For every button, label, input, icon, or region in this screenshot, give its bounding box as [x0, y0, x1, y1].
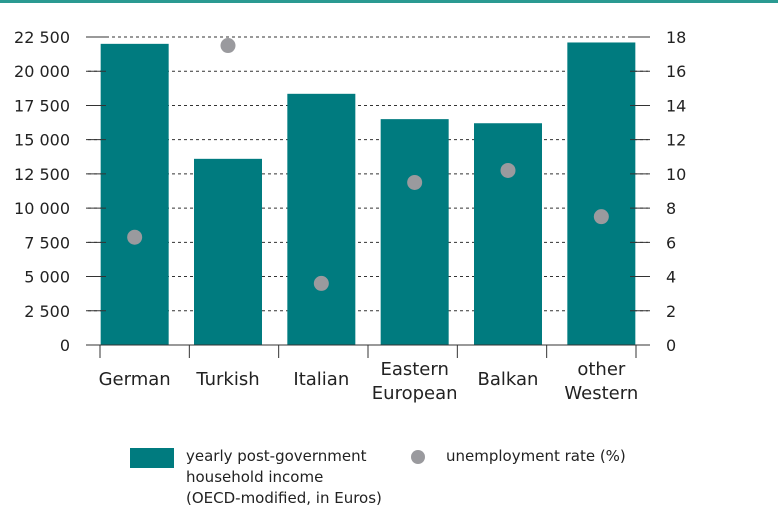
category-label: Turkish — [195, 369, 259, 390]
category-label: German — [99, 369, 171, 390]
right-tick-label: 14 — [666, 96, 686, 115]
grid-lines — [88, 36, 648, 312]
right-tick-label: 8 — [666, 199, 676, 218]
bars — [100, 42, 636, 346]
legend-label-unemployment: unemployment rate (%) — [446, 447, 626, 465]
scatter-points — [127, 38, 609, 291]
scatter-point — [500, 162, 516, 178]
legend-income-line: household income — [186, 468, 324, 486]
left-tick-label: 22 500 — [14, 28, 70, 47]
scatter-point — [220, 38, 236, 54]
category-label: other — [577, 359, 626, 380]
left-tick-label: 20 000 — [14, 62, 70, 81]
right-tick-label: 18 — [666, 28, 686, 47]
axes — [86, 36, 650, 358]
bar-chart: 0 0 2 500 2 5 000 4 7 500 6 10 000 8 12 500 10 15 00… — [0, 0, 778, 404]
legend-income-line: (OECD-modified, in Euros) — [186, 489, 382, 507]
left-tick-label: 7 500 — [24, 233, 70, 252]
left-tick-label: 10 000 — [14, 199, 70, 218]
left-tick-label: 0 — [60, 336, 70, 355]
right-tick-label: 12 — [666, 131, 686, 150]
bar — [194, 158, 262, 345]
right-tick-label: 2 — [666, 302, 676, 321]
category-label: Balkan — [478, 369, 539, 390]
legend: yearly post-government household income … — [0, 446, 778, 509]
bar — [474, 123, 542, 346]
left-tick-label: 5 000 — [24, 268, 70, 287]
scatter-point — [313, 275, 329, 291]
left-tick-label: 12 500 — [14, 165, 70, 184]
bar — [287, 93, 356, 345]
right-tick-label: 0 — [666, 336, 676, 355]
legend-income-line: yearly post-government — [186, 447, 367, 465]
right-tick-label: 10 — [666, 165, 686, 184]
bar — [567, 42, 636, 345]
right-tick-label: 16 — [666, 62, 686, 81]
scatter-point — [407, 174, 423, 190]
category-label: Eastern — [380, 359, 448, 380]
scatter-point — [127, 229, 143, 245]
left-tick-label: 17 500 — [14, 96, 70, 115]
right-tick-label: 4 — [666, 268, 676, 287]
legend-marker-unemployment — [411, 450, 425, 464]
legend-label-income: yearly post-government household income … — [186, 446, 391, 509]
legend-swatch-income — [130, 448, 174, 468]
right-tick-label: 6 — [666, 233, 676, 252]
category-label: Western — [564, 383, 638, 404]
scatter-point — [593, 209, 609, 225]
left-tick-label: 2 500 — [24, 302, 70, 321]
category-label: European — [372, 383, 458, 404]
category-label: Italian — [293, 369, 349, 390]
axis-labels: 0 0 2 500 2 5 000 4 7 500 6 10 000 8 12 500 10 15 00… — [14, 28, 686, 404]
top-rule — [0, 0, 778, 3]
left-tick-label: 15 000 — [14, 131, 70, 150]
bar — [100, 43, 169, 345]
bar — [380, 119, 449, 345]
